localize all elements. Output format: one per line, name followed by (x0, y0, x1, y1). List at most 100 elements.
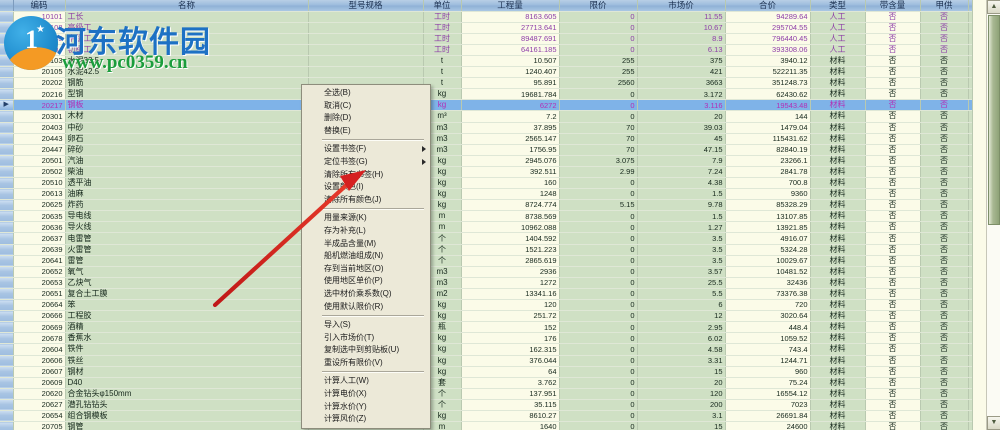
cell-limit[interactable]: 0 (559, 221, 638, 234)
cell-contains[interactable]: 否 (865, 343, 921, 356)
context-menu-item[interactable]: 存到当前地区(O) (324, 263, 384, 273)
cell-name[interactable]: 钢管 (65, 421, 309, 430)
cell-code[interactable]: 20705 (13, 421, 66, 430)
cell-contains[interactable]: 否 (865, 55, 921, 68)
cell-supplied[interactable]: 否 (920, 388, 969, 400)
cell-code[interactable]: 20606 (13, 355, 66, 367)
cell-supplied[interactable]: 否 (920, 310, 969, 323)
cell-type[interactable]: 材料 (810, 310, 866, 323)
cell-name[interactable]: 酒精 (65, 321, 309, 334)
cell-supplied[interactable]: 否 (920, 44, 969, 56)
cell-code[interactable]: 20639 (13, 244, 66, 256)
cell-qty[interactable]: 64 (461, 366, 560, 378)
cell-total[interactable]: 16554.12 (725, 388, 811, 400)
row-header-cell[interactable] (0, 399, 14, 411)
cell-mkt[interactable]: 6.02 (637, 332, 726, 345)
table-row[interactable]: 10103中级工工时89487.69108.9796440.45人工否否SL20… (0, 33, 1000, 45)
cell-limit[interactable]: 0 (559, 110, 638, 123)
cell-contains[interactable]: 否 (865, 166, 921, 179)
cell-qty[interactable]: 2565.147 (461, 133, 560, 145)
cell-limit[interactable]: 70 (559, 122, 638, 134)
cell-type[interactable]: 材料 (810, 288, 866, 301)
cell-total[interactable]: 7023 (725, 399, 811, 411)
cell-name[interactable]: 中级工 (65, 33, 309, 45)
cell-mkt[interactable]: 200 (637, 399, 726, 411)
cell-supplied[interactable]: 否 (920, 210, 969, 223)
cell-limit[interactable]: 0 (559, 388, 638, 400)
cell-name[interactable]: 透平油 (65, 177, 309, 190)
cell-unit[interactable]: m (423, 421, 462, 430)
row-header-cell[interactable] (0, 122, 14, 134)
cell-name[interactable]: 钢板 (65, 99, 309, 112)
cell-name[interactable]: 铁丝 (65, 355, 309, 367)
context-menu-item[interactable]: 清除所有书签(H) (324, 169, 384, 179)
cell-contains[interactable]: 否 (865, 232, 921, 245)
cell-type[interactable]: 材料 (810, 399, 866, 411)
cell-unit[interactable]: kg (423, 166, 462, 179)
context-menu-item[interactable]: 定位书签(G) (302, 156, 430, 169)
cell-unit[interactable]: kg (423, 355, 462, 367)
row-header-cell[interactable] (0, 177, 14, 190)
cell-code[interactable]: 20664 (13, 299, 66, 312)
cell-spec[interactable] (308, 22, 424, 34)
cell-total[interactable]: 19543.48 (725, 99, 811, 112)
cell-mkt[interactable]: 421 (637, 66, 726, 79)
cell-supplied[interactable]: 否 (920, 232, 969, 245)
cell-contains[interactable]: 否 (865, 199, 921, 212)
cell-mkt[interactable]: 10.67 (637, 22, 726, 34)
cell-supplied[interactable]: 否 (920, 66, 969, 79)
cell-supplied[interactable]: 否 (920, 288, 969, 301)
context-menu-item[interactable]: 计算人工(W) (324, 376, 369, 386)
cell-type[interactable]: 材料 (810, 188, 866, 201)
cell-total[interactable]: 24600 (725, 421, 811, 430)
cell-supplied[interactable]: 否 (920, 366, 969, 378)
cell-type[interactable]: 材料 (810, 299, 866, 312)
cell-supplied[interactable]: 否 (920, 355, 969, 367)
context-menu-item[interactable]: 复制选中到剪贴板(U) (324, 345, 400, 355)
cell-contains[interactable]: 否 (865, 355, 921, 367)
cell-mkt[interactable]: 3.57 (637, 266, 726, 278)
row-header-cell[interactable] (0, 11, 14, 23)
cell-unit[interactable]: kg (423, 310, 462, 323)
cell-total[interactable]: 13921.85 (725, 221, 811, 234)
cell-code[interactable]: 20216 (13, 88, 66, 101)
cell-supplied[interactable]: 否 (920, 321, 969, 334)
cell-qty[interactable]: 64161.185 (461, 44, 560, 56)
cell-code[interactable]: 20501 (13, 155, 66, 167)
cell-code[interactable]: 20636 (13, 221, 66, 234)
table-row[interactable]: 20606铁丝kg376.04403.311244.71材料否否SL2002/0… (0, 355, 1000, 367)
row-header-cell[interactable] (0, 33, 14, 45)
cell-supplied[interactable]: 否 (920, 399, 969, 411)
cell-contains[interactable]: 否 (865, 177, 921, 190)
row-header-cell[interactable] (0, 210, 14, 223)
cell-supplied[interactable]: 否 (920, 55, 969, 68)
grid-body[interactable]: 10101工长工时8163.605011.5594289.64人工否否SL200… (0, 11, 1000, 430)
context-menu-item[interactable]: 存为补充(L) (324, 225, 366, 235)
cell-type[interactable]: 材料 (810, 377, 866, 389)
cell-supplied[interactable]: 否 (920, 99, 969, 112)
cell-name[interactable]: 碎砂 (65, 144, 309, 156)
cell-code[interactable]: 10103 (13, 33, 66, 45)
cell-total[interactable]: 23266.1 (725, 155, 811, 167)
table-row[interactable]: 20103水泥32.5t10.5072553753940.12材料否否SL200… (0, 55, 1000, 68)
table-row[interactable]: 20639火雷管个1521.22303.55324.28材料否否SL2002/0… (0, 244, 1000, 256)
cell-code[interactable]: 20202 (13, 77, 66, 90)
cell-limit[interactable]: 0 (559, 22, 638, 34)
cell-name[interactable]: 电雷管 (65, 232, 309, 245)
cell-limit[interactable]: 0 (559, 11, 638, 23)
cell-unit[interactable]: m3 (423, 122, 462, 134)
cell-unit[interactable]: 工时 (423, 33, 462, 45)
row-header-cell[interactable]: ▶ (0, 99, 14, 112)
context-menu-item[interactable]: 计算电价(X) (324, 389, 367, 399)
cell-mkt[interactable]: 2.95 (637, 321, 726, 334)
column-header-cont[interactable]: 带含量 (865, 0, 921, 12)
cell-total[interactable]: 32436 (725, 277, 811, 289)
cell-name[interactable]: 中砂 (65, 122, 309, 134)
column-header-supp[interactable]: 甲供 (920, 0, 969, 12)
cell-mkt[interactable]: 120 (637, 388, 726, 400)
cell-name[interactable]: 钢筋 (65, 77, 309, 90)
cell-name[interactable]: 高级工 (65, 22, 309, 34)
